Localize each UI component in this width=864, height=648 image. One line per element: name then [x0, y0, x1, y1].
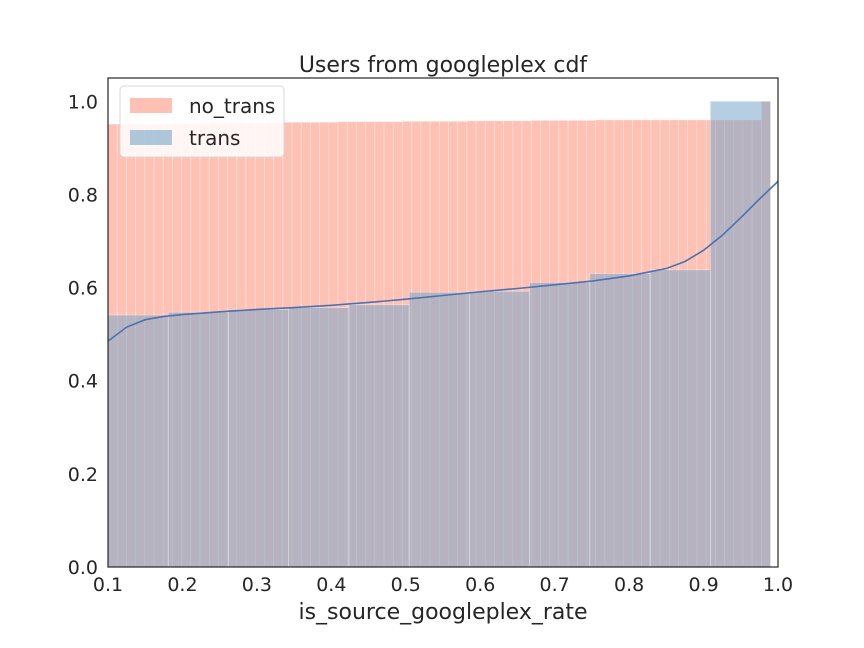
y-tick-label: 0.6 — [68, 278, 98, 300]
legend-label-trans: trans — [189, 126, 240, 150]
x-tick-label: 0.8 — [614, 574, 644, 596]
x-tick-label: 0.7 — [540, 574, 570, 596]
y-tick-label: 1.0 — [68, 91, 98, 113]
bar-trans — [167, 311, 229, 568]
y-tick-label: 0.2 — [68, 464, 98, 486]
y-tick-label: 0.8 — [68, 184, 98, 206]
bar-trans — [529, 282, 591, 568]
bar-trans — [709, 100, 771, 568]
x-tick-label: 0.3 — [242, 574, 272, 596]
y-tick-label: 0.4 — [68, 371, 98, 393]
x-tick-label: 0.2 — [167, 574, 197, 596]
bar-trans — [288, 307, 350, 568]
bar-trans — [589, 273, 651, 568]
legend: no_trans trans — [119, 85, 285, 158]
chart-title: Users from googleplex cdf — [299, 53, 589, 78]
bar-trans — [469, 290, 530, 568]
legend-label-no-trans: no_trans — [189, 94, 275, 118]
x-tick-label: 0.4 — [316, 574, 346, 596]
x-tick-label: 0.5 — [391, 574, 421, 596]
bar-trans — [348, 304, 410, 568]
axes-frame — [107, 77, 779, 568]
x-tick-label: 0.9 — [688, 574, 718, 596]
bar-trans — [228, 309, 290, 568]
legend-swatch-trans — [130, 130, 172, 145]
axes: 0.1 0.2 0.3 0.4 0.5 0.6 0.7 0.8 0.9 1.0 0.0 0.2 0.4 0… — [68, 77, 793, 596]
plot-area — [107, 100, 779, 568]
kde-line-trans — [107, 180, 779, 342]
legend-swatch-no-trans — [130, 98, 172, 113]
x-axis-label: is_source_googleplex_rate — [298, 600, 587, 625]
bar-trans — [408, 291, 470, 568]
bar-trans — [107, 314, 169, 568]
x-tick-label: 0.1 — [93, 574, 123, 596]
bar-trans — [649, 269, 711, 568]
x-tick-label: 1.0 — [763, 574, 793, 596]
x-tick-label: 0.6 — [465, 574, 495, 596]
y-tick-label: 0.0 — [68, 557, 98, 579]
